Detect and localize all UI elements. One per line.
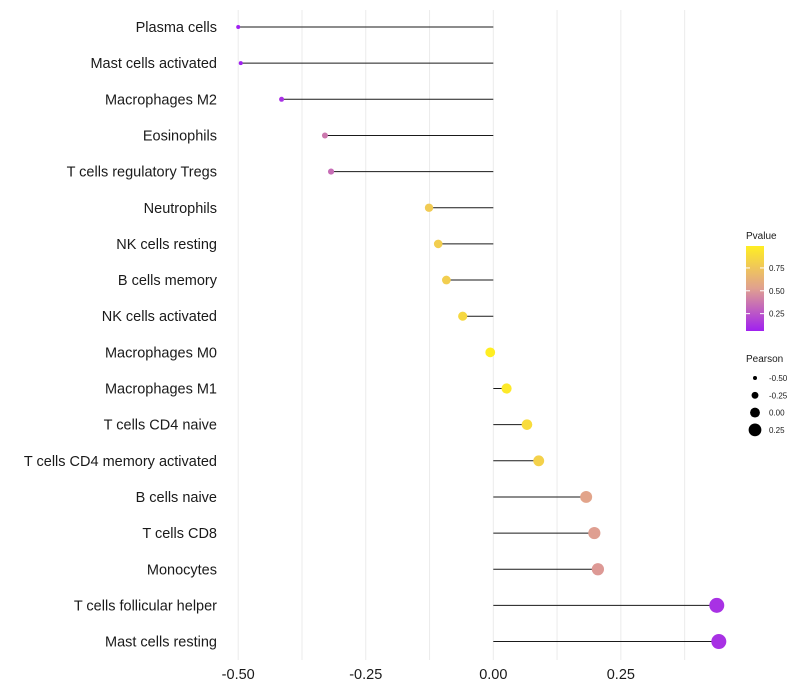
grid-layer [237,10,686,660]
lollipop-point [238,61,243,66]
category-label: B cells memory [118,273,218,289]
lollipop-point [709,597,725,613]
point-layer [236,25,727,650]
category-label: T cells CD4 memory activated [24,454,217,470]
category-labels: Plasma cells Mast cells activated Macropha… [24,20,218,651]
category-label: Mast cells activated [90,56,217,72]
pvalue-legend-label: 0.50 [769,287,785,296]
category-label: NK cells resting [116,237,217,253]
lollipop-point [580,490,593,503]
x-tick-label: 0.00 [479,667,507,683]
category-label: Macrophages M1 [105,382,217,398]
pearson-legend-title: Pearson [746,354,783,365]
lollipop-point [591,563,605,576]
category-label: T cells follicular helper [74,598,217,614]
lollipop-point [588,527,601,540]
x-axis-tick-labels: -0.50 -0.25 0.00 0.25 [222,667,635,683]
pearson-legend-label: -0.50 [769,374,788,383]
lollipop-point [533,455,545,467]
pearson-legend-key [753,376,757,380]
lollipop-point [711,634,727,650]
pearson-legend: Pearson -0.50 -0.25 0.00 0.25 [746,354,788,437]
lollipop-point [485,347,496,358]
pvalue-colorbar [746,246,764,331]
category-label: B cells naive [136,490,217,506]
x-tick-label: 0.25 [607,667,635,683]
lollipop-point [327,168,335,175]
lollipop-point [521,419,533,430]
lollipop-point [236,25,241,29]
lollipop-point [279,96,285,102]
x-tick-label: -0.25 [349,667,382,683]
category-label: Eosinophils [143,128,217,144]
category-label: NK cells activated [102,309,217,325]
category-label: T cells CD4 naive [104,418,217,434]
pearson-legend-label: -0.25 [769,391,788,400]
pvalue-legend-label: 0.75 [769,264,785,273]
category-label: T cells regulatory Tregs [67,165,217,181]
x-tick-label: -0.50 [222,667,255,683]
pearson-legend-label: 0.25 [769,426,785,435]
lollipop-point [321,132,328,139]
pvalue-legend-label: 0.25 [769,310,785,319]
pvalue-legend: Pvalue 0.75 0.50 0.25 [746,231,785,331]
lollipop-point [501,383,512,394]
pearson-legend-key [751,391,759,399]
category-label: Neutrophils [144,201,217,217]
pearson-legend-label: 0.00 [769,409,785,418]
stem-layer [238,26,719,643]
category-label: Macrophages M0 [105,345,217,361]
lollipop-point [433,239,443,249]
category-label: T cells CD8 [142,526,217,542]
category-label: Macrophages M2 [105,92,217,108]
pvalue-legend-title: Pvalue [746,231,777,242]
lollipop-point [458,311,468,321]
pearson-legend-key [748,423,762,437]
category-label: Monocytes [147,562,217,578]
lollipop-point [441,275,451,285]
category-label: Plasma cells [136,20,217,36]
pearson-legend-key [750,407,760,418]
lollipop-point [424,203,434,212]
category-label: Mast cells resting [105,635,217,651]
